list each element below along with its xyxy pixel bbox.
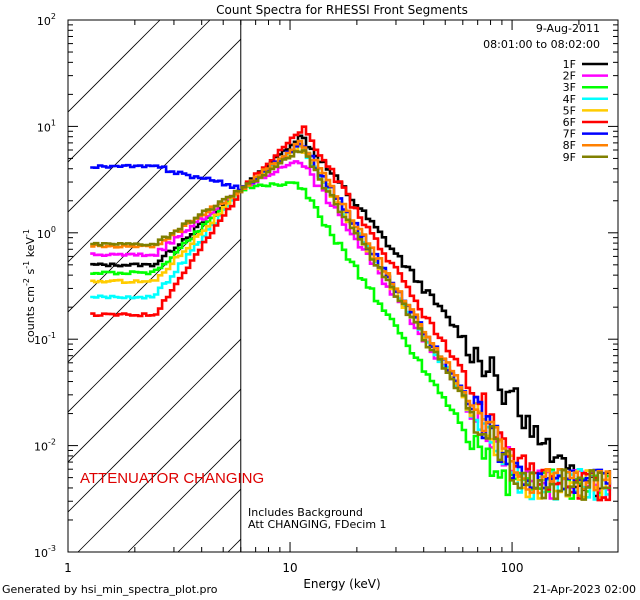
footer-generated-by: Generated by hsi_min_spectra_plot.pro <box>2 583 218 596</box>
hatch-line <box>127 438 241 552</box>
hatch-line <box>68 238 241 413</box>
legend-label-5F: 5F <box>563 104 576 117</box>
hatch-region <box>68 20 241 552</box>
series-group <box>90 125 612 502</box>
plot-frame <box>67 19 619 553</box>
hatch-line <box>68 38 241 213</box>
y-tick-label: 101 <box>37 118 56 134</box>
y-label-base: counts cm <box>24 286 37 343</box>
chart-title: Count Spectra for RHESSI Front Segments <box>216 3 468 17</box>
y-tick-label: 10-1 <box>34 331 56 347</box>
footer-timestamp: 21-Apr-2023 02:00 <box>532 583 636 596</box>
note-background: Includes Background <box>248 506 363 519</box>
y-tick-label: 102 <box>37 12 56 28</box>
hatch-line <box>68 138 241 313</box>
series-line-9F <box>90 149 612 501</box>
hatch-line <box>68 338 241 513</box>
legend-label-7F: 7F <box>563 128 576 141</box>
x-tick-label: 100 <box>501 561 524 575</box>
x-axis: 1 10 100 <box>64 20 619 575</box>
series-line-6F <box>90 125 612 502</box>
y-label-kev: keV <box>24 237 37 261</box>
y-tick-label: 100 <box>37 225 56 241</box>
hatch-lines <box>68 20 241 552</box>
x-axis-label: Energy (keV) <box>303 577 380 591</box>
note-attenuator: Att CHANGING, FDecim 1 <box>248 518 387 531</box>
y-label-s: s <box>24 268 37 277</box>
legend-label-1F: 1F <box>563 58 576 71</box>
y-axis: 10-3 10-2 10-1 100 101 102 <box>34 12 618 560</box>
y-tick-label: 10-2 <box>34 438 56 454</box>
time-range-label: 08:01:00 to 08:02:00 <box>483 38 600 51</box>
y-label-exp3: -1 <box>22 229 31 237</box>
legend-label-4F: 4F <box>563 93 576 106</box>
x-tick-label: 1 <box>64 561 72 575</box>
y-label-exp2: -1 <box>22 261 31 269</box>
hatch-line <box>68 188 241 363</box>
hatch-line <box>68 20 161 113</box>
hatch-line <box>68 20 211 163</box>
attenuator-changing-text: ATTENUATOR CHANGING <box>80 470 264 487</box>
legend-label-8F: 8F <box>563 139 576 152</box>
date-label: 9-Aug-2011 <box>536 22 600 35</box>
x-tick-label: 10 <box>282 561 297 575</box>
hatch-line <box>68 88 241 263</box>
y-axis-label: counts cm-2 s-1 keV-1 <box>22 229 37 343</box>
series-line-1F <box>90 134 612 498</box>
legend-label-6F: 6F <box>563 116 576 129</box>
legend-label-2F: 2F <box>563 70 576 83</box>
hatch-line <box>77 388 241 552</box>
legend-label-9F: 9F <box>563 151 576 164</box>
legend-label-3F: 3F <box>563 81 576 94</box>
y-tick-label: 10-3 <box>34 544 56 560</box>
y-label-exp1: -2 <box>22 278 31 286</box>
